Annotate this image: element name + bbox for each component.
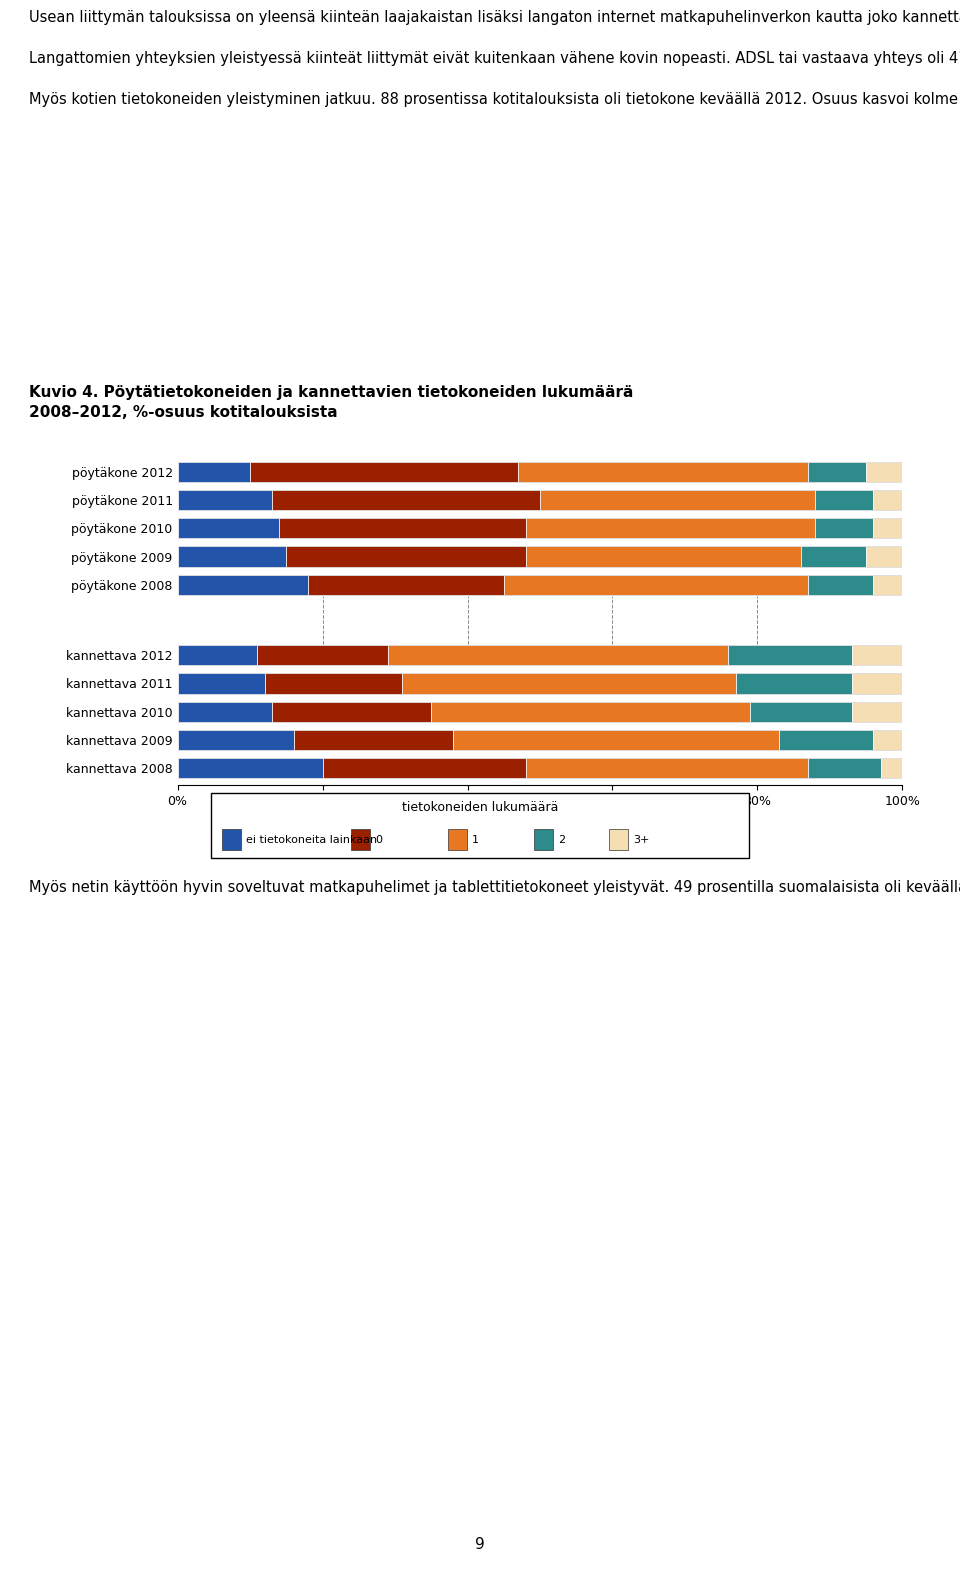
Bar <box>453 729 780 750</box>
Bar <box>504 575 808 594</box>
FancyBboxPatch shape <box>351 830 370 850</box>
Text: Usean liittymän talouksissa on yleensä kiinteän laajakaistan lisäksi langaton in: Usean liittymän talouksissa on yleensä k… <box>29 9 960 107</box>
Text: Kuvio 4. Pöytätietokoneiden ja kannettavien tietokoneiden lukumäärä
2008–2012, %: Kuvio 4. Pöytätietokoneiden ja kannettav… <box>29 385 634 420</box>
Text: Myös netin käyttöön hyvin soveltuvat matkapuhelimet ja tablettitietokoneet yleis: Myös netin käyttöön hyvin soveltuvat mat… <box>29 880 960 894</box>
Bar <box>880 758 902 778</box>
Text: 9: 9 <box>475 1537 485 1552</box>
Bar <box>525 519 815 539</box>
FancyBboxPatch shape <box>222 830 241 850</box>
Bar <box>866 547 902 566</box>
Bar <box>525 758 808 778</box>
Bar <box>178 575 308 594</box>
Bar <box>431 701 750 722</box>
Text: tietokoneiden lukumäärä: tietokoneiden lukumäärä <box>402 800 558 814</box>
Bar <box>286 547 525 566</box>
Bar <box>540 490 815 511</box>
Bar <box>178 729 294 750</box>
Text: 1: 1 <box>472 835 479 844</box>
Bar <box>815 490 874 511</box>
Bar <box>294 729 453 750</box>
Bar <box>272 490 540 511</box>
Text: 0: 0 <box>375 835 382 844</box>
Bar <box>525 547 801 566</box>
Bar <box>178 519 279 539</box>
Bar <box>874 729 902 750</box>
Bar <box>308 575 504 594</box>
Text: 2: 2 <box>558 835 565 844</box>
Bar <box>279 519 525 539</box>
Bar <box>852 645 902 665</box>
FancyBboxPatch shape <box>447 830 467 850</box>
Bar <box>323 758 525 778</box>
Bar <box>272 701 431 722</box>
Bar <box>852 673 902 693</box>
Bar <box>178 673 265 693</box>
Bar <box>402 673 735 693</box>
Bar <box>780 729 874 750</box>
Bar <box>874 490 902 511</box>
Bar <box>178 758 323 778</box>
FancyBboxPatch shape <box>609 830 628 850</box>
Bar <box>808 575 874 594</box>
Bar <box>815 519 874 539</box>
Bar <box>874 575 902 594</box>
Bar <box>518 462 808 483</box>
Bar <box>735 673 852 693</box>
Bar <box>874 519 902 539</box>
Text: ei tietokoneita lainkaan: ei tietokoneita lainkaan <box>246 835 377 844</box>
Bar <box>265 673 402 693</box>
Bar <box>178 462 250 483</box>
Text: 3+: 3+ <box>634 835 650 844</box>
Bar <box>178 645 257 665</box>
Bar <box>801 547 866 566</box>
Bar <box>257 645 388 665</box>
Bar <box>750 701 852 722</box>
Bar <box>178 701 272 722</box>
Bar <box>250 462 518 483</box>
Bar <box>388 645 729 665</box>
Bar <box>866 462 902 483</box>
Bar <box>729 645 852 665</box>
Bar <box>178 490 272 511</box>
FancyBboxPatch shape <box>534 830 553 850</box>
FancyBboxPatch shape <box>211 792 749 858</box>
Bar <box>852 701 902 722</box>
Bar <box>808 462 866 483</box>
Bar <box>808 758 880 778</box>
Bar <box>178 547 286 566</box>
